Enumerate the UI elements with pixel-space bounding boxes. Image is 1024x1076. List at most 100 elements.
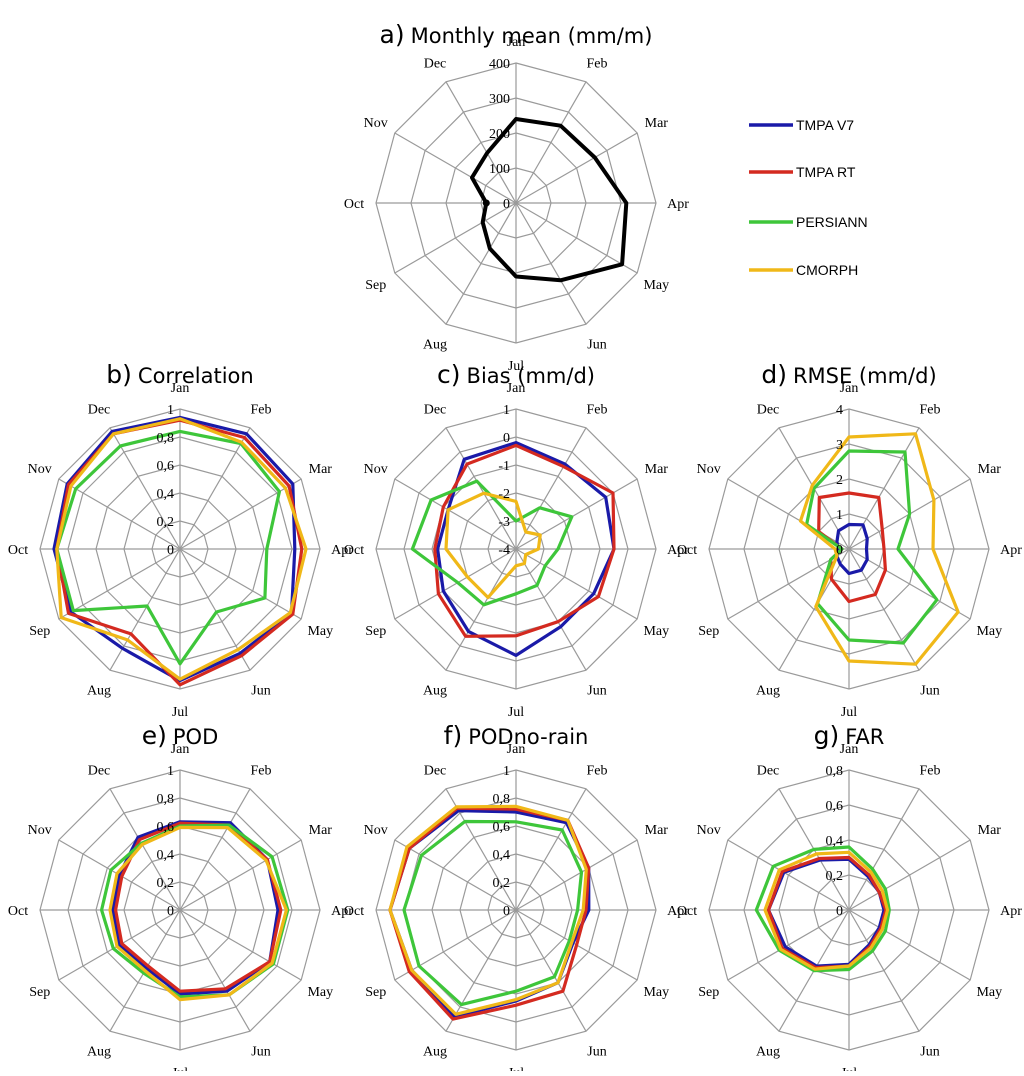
tick-label: 0 xyxy=(503,431,510,446)
month-label: Jun xyxy=(587,683,606,698)
chart-title-g: g) FAR xyxy=(814,721,885,750)
month-label: Dec xyxy=(757,764,780,779)
grid-spoke xyxy=(394,478,517,550)
tick-label: 0,6 xyxy=(157,459,175,474)
series-tmpa-v7 xyxy=(835,522,869,576)
month-label: Nov xyxy=(364,462,388,477)
tick-label: 0 xyxy=(836,543,843,558)
month-label: Jul xyxy=(841,705,857,720)
month-label: Mar xyxy=(309,823,333,838)
month-label: Jun xyxy=(920,683,939,698)
month-label: Jul xyxy=(172,705,188,720)
grid-spoke xyxy=(515,202,587,325)
grid-spoke xyxy=(179,427,251,550)
series-tmpa-rt xyxy=(388,806,591,1021)
grid-a xyxy=(375,62,657,344)
tick-label: -1 xyxy=(498,459,510,474)
tick-label: 0 xyxy=(503,904,510,919)
month-label: Aug xyxy=(87,1044,111,1059)
grid-spoke xyxy=(778,548,850,671)
grid-spoke xyxy=(515,427,587,550)
month-label: Feb xyxy=(920,764,941,779)
tick-label: 0,8 xyxy=(157,431,175,446)
month-label: Apr xyxy=(1000,904,1022,919)
grid-spoke xyxy=(848,788,920,911)
legend-item: TMPA RT xyxy=(749,164,856,180)
month-label: Aug xyxy=(423,337,447,352)
month-label: Jun xyxy=(587,1044,606,1059)
chart-title-b: b) Correlation xyxy=(106,360,253,389)
month-label: Jan xyxy=(507,742,526,757)
chart-title-f: f) PODno-rain xyxy=(444,721,589,750)
month-label: Apr xyxy=(667,904,689,919)
chart-c: c) Bias (mm/d)Jan Feb Mar Apr May Jun Jul Aug Sep… xyxy=(344,360,689,720)
chart-title-c: c) Bias (mm/d) xyxy=(437,360,595,389)
tick-label: 1 xyxy=(503,403,510,418)
panel-title: POD xyxy=(173,725,218,749)
month-label: Mar xyxy=(309,462,333,477)
grid-spoke xyxy=(515,548,638,620)
tick-label: 0,2 xyxy=(157,515,175,530)
chart-d: d) RMSE (mm/d)Jan Feb Mar Apr May Jun Jul Aug Sep… xyxy=(677,360,1022,720)
month-label: May xyxy=(307,985,333,1000)
grid-spoke xyxy=(445,81,517,204)
grid-spoke xyxy=(58,478,181,550)
month-label: Jul xyxy=(508,705,524,720)
chart-title-a: a) Monthly mean (mm/m) xyxy=(380,20,653,49)
tick-label: 0,6 xyxy=(493,820,511,835)
tick-label: 1 xyxy=(836,508,843,523)
grid-spoke xyxy=(179,839,302,911)
grid-spoke xyxy=(515,132,638,204)
series-persiann xyxy=(55,429,281,666)
tick-label: 400 xyxy=(489,57,510,72)
month-label: Mar xyxy=(978,462,1002,477)
panel-title: Correlation xyxy=(138,364,254,388)
grid-spoke xyxy=(515,788,587,911)
month-label: Apr xyxy=(667,543,689,558)
grid-spoke xyxy=(515,81,587,204)
month-label: Oct xyxy=(8,543,28,558)
grid-spoke xyxy=(179,788,251,911)
panel-letter: g) xyxy=(814,721,840,750)
legend-label: TMPA V7 xyxy=(796,117,854,133)
legend-item: PERSIANN xyxy=(749,214,868,230)
panel-title: PODno-rain xyxy=(468,725,588,749)
grid-spoke xyxy=(394,548,517,620)
month-label: Apr xyxy=(331,904,353,919)
month-label: Sep xyxy=(698,985,719,1000)
month-label: Apr xyxy=(667,197,689,212)
month-label: Dec xyxy=(424,57,447,72)
tick-label: 1 xyxy=(167,764,174,779)
month-label: Oct xyxy=(344,197,364,212)
grid-spoke xyxy=(445,909,517,1032)
month-label: Nov xyxy=(697,823,721,838)
panel-letter: d) xyxy=(761,360,787,389)
legend-label: TMPA RT xyxy=(796,164,856,180)
month-label: May xyxy=(643,278,669,293)
series-group-e xyxy=(99,820,290,1002)
grid-spoke xyxy=(394,202,517,274)
month-label: Oct xyxy=(344,543,364,558)
panel-letter: c) xyxy=(437,360,461,389)
month-label: Jul xyxy=(172,1066,188,1071)
month-label: Jan xyxy=(171,381,190,396)
month-label: Jan xyxy=(840,742,859,757)
tick-label: -4 xyxy=(498,543,510,558)
panel-title: RMSE (mm/d) xyxy=(793,364,937,388)
panel-title: FAR xyxy=(845,725,884,749)
month-label: Jul xyxy=(508,1066,524,1071)
month-label: May xyxy=(643,624,669,639)
tick-label: 0,4 xyxy=(826,834,844,849)
series-group-g xyxy=(754,845,891,973)
month-label: Jun xyxy=(251,683,270,698)
month-label: Aug xyxy=(756,683,780,698)
series-group-d xyxy=(798,432,960,666)
series-cmorph xyxy=(55,417,308,681)
month-label: Dec xyxy=(88,764,111,779)
grid-b xyxy=(39,408,321,690)
grid-spoke xyxy=(179,548,302,620)
tick-label: 1 xyxy=(503,764,510,779)
tick-label: 2 xyxy=(836,473,843,488)
